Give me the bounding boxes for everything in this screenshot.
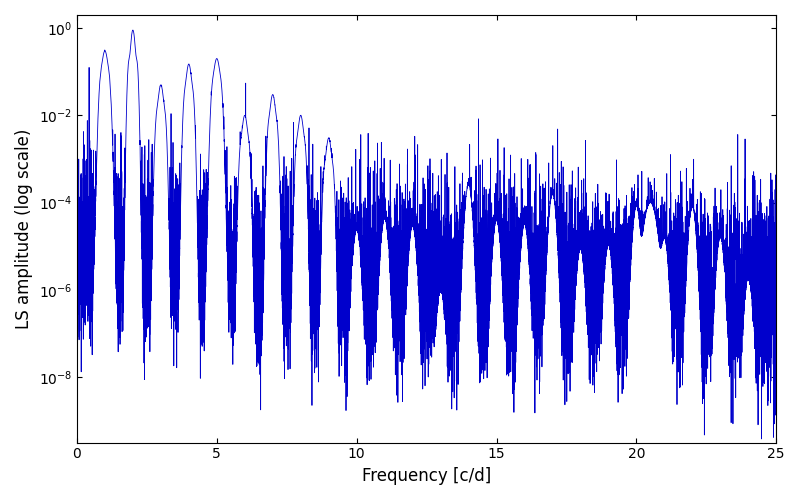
Y-axis label: LS amplitude (log scale): LS amplitude (log scale) xyxy=(15,128,33,329)
X-axis label: Frequency [c/d]: Frequency [c/d] xyxy=(362,467,491,485)
